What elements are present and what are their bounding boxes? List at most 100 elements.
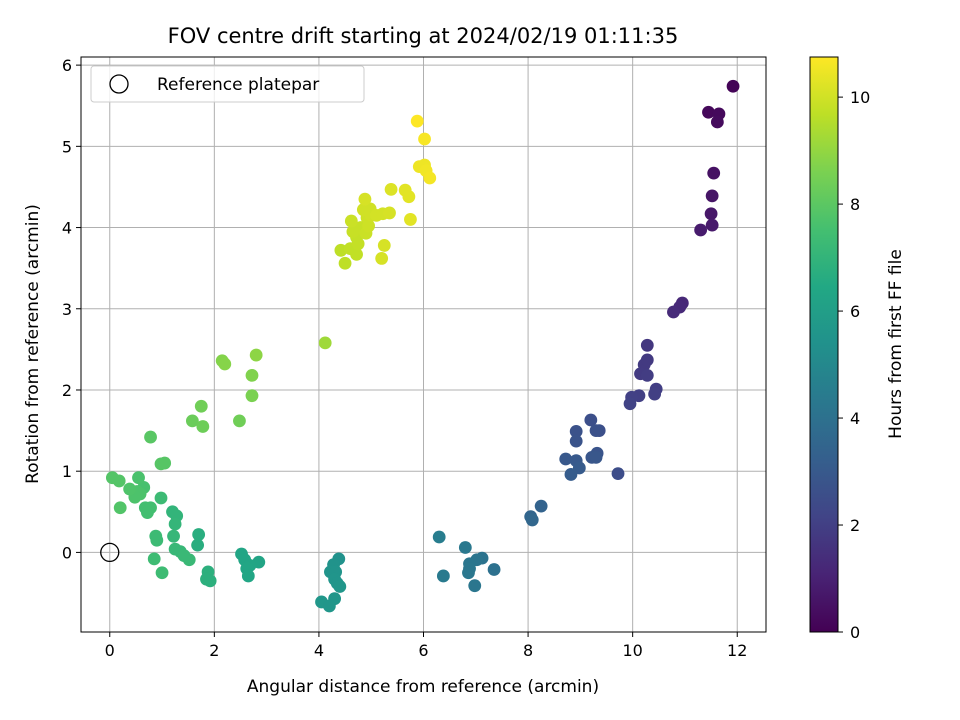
colorbar-tick-label: 4 (850, 409, 860, 428)
data-point (584, 413, 598, 427)
colorbar-tick-label: 8 (850, 195, 860, 214)
data-point (322, 599, 336, 613)
data-point (569, 424, 583, 438)
data-point (203, 574, 217, 588)
y-tick-label: 1 (62, 462, 72, 481)
y-tick-label: 3 (62, 300, 72, 319)
x-tick-label: 4 (314, 641, 324, 660)
data-point (410, 114, 424, 128)
data-point (141, 506, 154, 520)
data-point (249, 348, 263, 362)
y-tick-label: 5 (62, 137, 72, 156)
data-point (423, 171, 437, 185)
data-point (705, 218, 719, 232)
chart-title: FOV centre drift starting at 2024/02/19 … (168, 24, 679, 48)
data-point (158, 456, 172, 470)
data-point (564, 468, 578, 481)
data-point (233, 414, 246, 428)
x-tick-label: 12 (727, 641, 747, 660)
data-point (334, 243, 348, 257)
data-point (458, 541, 472, 554)
data-point (694, 223, 708, 237)
colorbar-tick-label: 2 (850, 516, 860, 535)
y-tick-label: 4 (62, 219, 72, 238)
colorbar-label: Hours from first FF file (886, 249, 906, 439)
data-point (707, 166, 721, 180)
data-point (462, 566, 475, 580)
data-point (318, 336, 332, 350)
data-point (402, 190, 416, 204)
colorbar-ticks: 0 2 4 6 8 10 (838, 88, 870, 642)
data-point (640, 368, 654, 382)
data-point (113, 501, 127, 515)
data-point (147, 552, 161, 566)
data-point (589, 424, 603, 437)
x-axis-label: Angular distance from reference (arcmin) (247, 677, 599, 697)
data-point (432, 530, 446, 544)
data-point (358, 192, 372, 206)
data-point (436, 569, 450, 583)
data-point (112, 474, 126, 488)
data-point (468, 579, 482, 593)
legend-marker-icon (109, 74, 129, 94)
data-points (105, 79, 740, 613)
data-point (182, 553, 196, 567)
data-point (611, 467, 625, 481)
data-point (404, 213, 417, 226)
data-point (150, 533, 164, 547)
data-point (702, 105, 715, 119)
data-point (569, 434, 583, 448)
data-point (384, 182, 398, 196)
data-point (589, 450, 603, 464)
x-tick-label: 6 (418, 641, 428, 660)
colorbar-tick-label: 10 (850, 88, 870, 107)
data-point (559, 452, 573, 466)
data-point (154, 491, 168, 505)
data-point (375, 252, 389, 265)
reference-platepar-marker (100, 542, 120, 563)
data-point (383, 206, 396, 220)
legend-box (90, 65, 365, 103)
data-point (132, 471, 145, 485)
x-tick-label: 10 (622, 641, 642, 660)
x-tick-label: 2 (209, 641, 219, 660)
data-point (196, 420, 210, 433)
data-point (705, 189, 719, 203)
y-tick-label: 2 (62, 381, 72, 400)
data-point (333, 580, 347, 593)
x-tick-label: 0 (105, 641, 115, 660)
data-point (726, 79, 740, 93)
data-point (245, 368, 259, 382)
data-point (144, 430, 157, 444)
data-point (194, 399, 208, 413)
data-point (667, 305, 680, 319)
data-point (350, 247, 363, 261)
y-axis-ticks: 0 1 2 3 4 5 6 (62, 56, 81, 562)
data-point (167, 529, 180, 543)
y-tick-label: 0 (62, 543, 72, 562)
colorbar-tick-label: 6 (850, 302, 860, 321)
data-point (155, 566, 169, 580)
data-point (704, 207, 718, 221)
x-tick-label: 8 (523, 641, 533, 660)
data-point (218, 357, 232, 371)
y-axis-label: Rotation from reference (arcmin) (23, 204, 43, 484)
data-point (640, 338, 654, 352)
data-point (534, 499, 548, 513)
data-point (338, 256, 352, 270)
colorbar-tick-label: 0 (850, 623, 860, 642)
data-point (648, 387, 662, 401)
legend-entry-reference-platepar: Reference platepar (157, 75, 319, 95)
data-point (640, 353, 654, 367)
data-point (418, 132, 431, 146)
data-point (245, 389, 259, 403)
data-point (123, 482, 137, 496)
y-tick-label: 6 (62, 56, 72, 75)
data-point (525, 513, 539, 527)
data-point (710, 115, 724, 129)
data-point (487, 563, 501, 576)
legend: Reference platepar (90, 65, 365, 103)
data-point (168, 517, 182, 531)
data-point (377, 239, 391, 252)
